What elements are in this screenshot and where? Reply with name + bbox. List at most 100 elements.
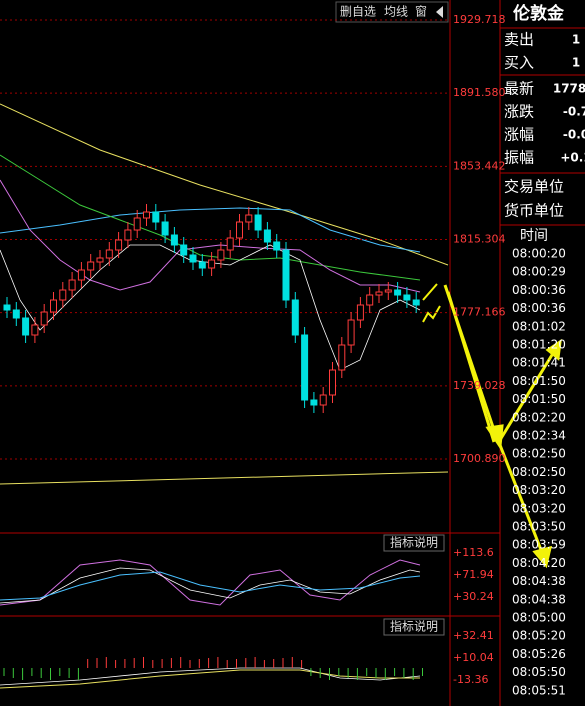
price-label: 1891.580 bbox=[453, 86, 506, 99]
candle-body bbox=[347, 319, 355, 346]
candle-body bbox=[366, 294, 374, 306]
quote-label: 买入 bbox=[504, 54, 534, 72]
time-entry: 08:03:50 bbox=[512, 520, 566, 534]
price-label: 1739.028 bbox=[453, 379, 506, 392]
candle-body bbox=[384, 289, 392, 293]
quote-value: +0.1 bbox=[560, 151, 585, 165]
quote-title: 伦敦金 bbox=[513, 3, 565, 24]
candle-body bbox=[124, 229, 132, 241]
candle-body bbox=[356, 304, 364, 321]
candle-body bbox=[115, 239, 123, 251]
candle-body bbox=[310, 399, 318, 406]
candle-body bbox=[68, 279, 76, 291]
toolbar-button[interactable]: 窗 bbox=[415, 5, 427, 19]
candle-body bbox=[375, 291, 383, 296]
quote-label: 振幅 bbox=[504, 149, 534, 167]
time-entry: 08:01:02 bbox=[512, 319, 566, 333]
indicator-label: +10.04 bbox=[453, 651, 494, 664]
indicator-line bbox=[0, 571, 421, 601]
candle-body bbox=[12, 309, 20, 319]
quote-value: 1 bbox=[572, 56, 580, 70]
time-entry: 08:03:20 bbox=[512, 501, 566, 515]
quote-unit: 交易单位 bbox=[504, 178, 564, 196]
time-entry: 08:00:36 bbox=[512, 301, 566, 315]
candle-body bbox=[105, 249, 113, 259]
indicator-button[interactable]: 指标说明 bbox=[390, 619, 438, 634]
time-entry: 08:04:38 bbox=[512, 574, 566, 588]
trend-line bbox=[0, 471, 449, 485]
time-entry: 08:05:00 bbox=[512, 611, 566, 625]
candle-body bbox=[152, 211, 160, 223]
candle-body bbox=[3, 304, 11, 311]
time-entry: 08:01:50 bbox=[512, 374, 566, 388]
candle-body bbox=[50, 299, 57, 313]
ma-line bbox=[0, 154, 421, 281]
indicator-label: +113.6 bbox=[453, 546, 494, 559]
time-entry: 08:04:20 bbox=[512, 556, 566, 570]
indicator-button-frame bbox=[383, 534, 445, 552]
candle-body bbox=[198, 261, 206, 269]
time-entry: 08:05:50 bbox=[512, 665, 566, 679]
time-entry: 08:03:20 bbox=[512, 483, 566, 497]
collapse-icon[interactable] bbox=[436, 6, 443, 18]
quote-label: 卖出 bbox=[504, 31, 534, 49]
candle-body bbox=[263, 229, 271, 243]
quote-value: 1778.3 bbox=[553, 82, 585, 96]
candle-body bbox=[161, 221, 169, 236]
candle-body bbox=[22, 317, 30, 336]
quote-value: -0.7 bbox=[563, 105, 585, 119]
indicator-label: +71.94 bbox=[453, 568, 494, 581]
indicator-label: +30.24 bbox=[453, 590, 494, 603]
candle-body bbox=[412, 299, 420, 306]
time-entry: 08:01:41 bbox=[512, 356, 566, 370]
candle-body bbox=[338, 344, 346, 371]
time-entry: 08:02:20 bbox=[512, 410, 566, 424]
candle-body bbox=[77, 269, 85, 281]
indicator-label: +32.41 bbox=[453, 629, 494, 642]
candle-body bbox=[96, 257, 104, 263]
time-entry: 08:00:20 bbox=[512, 247, 566, 261]
candle-body bbox=[319, 394, 327, 406]
toolbar-button[interactable]: 均线 bbox=[384, 5, 408, 19]
indicator-line bbox=[0, 667, 421, 686]
time-entry: 08:02:34 bbox=[512, 429, 566, 443]
price-label: 1929.718 bbox=[453, 13, 506, 26]
toolbar-button[interactable]: 删自选 bbox=[340, 5, 376, 19]
ma-line bbox=[0, 207, 421, 253]
quote-value: 1 bbox=[572, 33, 580, 47]
ma-line bbox=[0, 179, 421, 293]
candle-body bbox=[254, 214, 262, 231]
annotation-arrows bbox=[422, 283, 562, 569]
ma-line bbox=[0, 103, 449, 266]
ma-line bbox=[0, 244, 421, 371]
candle-body bbox=[143, 211, 150, 219]
candle-body bbox=[236, 221, 243, 239]
candle-body bbox=[329, 369, 336, 396]
time-entry: 08:02:50 bbox=[512, 465, 566, 479]
toolbar bbox=[335, 1, 449, 23]
candle-body bbox=[208, 259, 216, 269]
indicator-button[interactable]: 指标说明 bbox=[390, 535, 438, 550]
candle-body bbox=[403, 294, 411, 301]
indicator-line bbox=[0, 559, 421, 606]
price-label: 1777.166 bbox=[453, 306, 506, 319]
time-entry: 08:01:20 bbox=[512, 338, 566, 352]
price-label: 1815.304 bbox=[453, 233, 506, 246]
time-entry: 08:01:50 bbox=[512, 392, 566, 406]
time-entry: 08:05:20 bbox=[512, 629, 566, 643]
candle-body bbox=[301, 334, 309, 401]
indicator-line bbox=[0, 669, 420, 689]
candle-body bbox=[282, 249, 290, 301]
quote-label: 最新 bbox=[504, 80, 534, 98]
time-entry: 08:02:50 bbox=[512, 447, 566, 461]
candle-body bbox=[170, 234, 178, 246]
candle-body bbox=[189, 254, 197, 263]
price-label: 1700.890 bbox=[453, 452, 506, 465]
candle-body bbox=[291, 299, 299, 336]
candle-body bbox=[394, 289, 402, 296]
quote-unit: 货币单位 bbox=[504, 202, 564, 220]
time-header: 时间 bbox=[520, 228, 548, 244]
